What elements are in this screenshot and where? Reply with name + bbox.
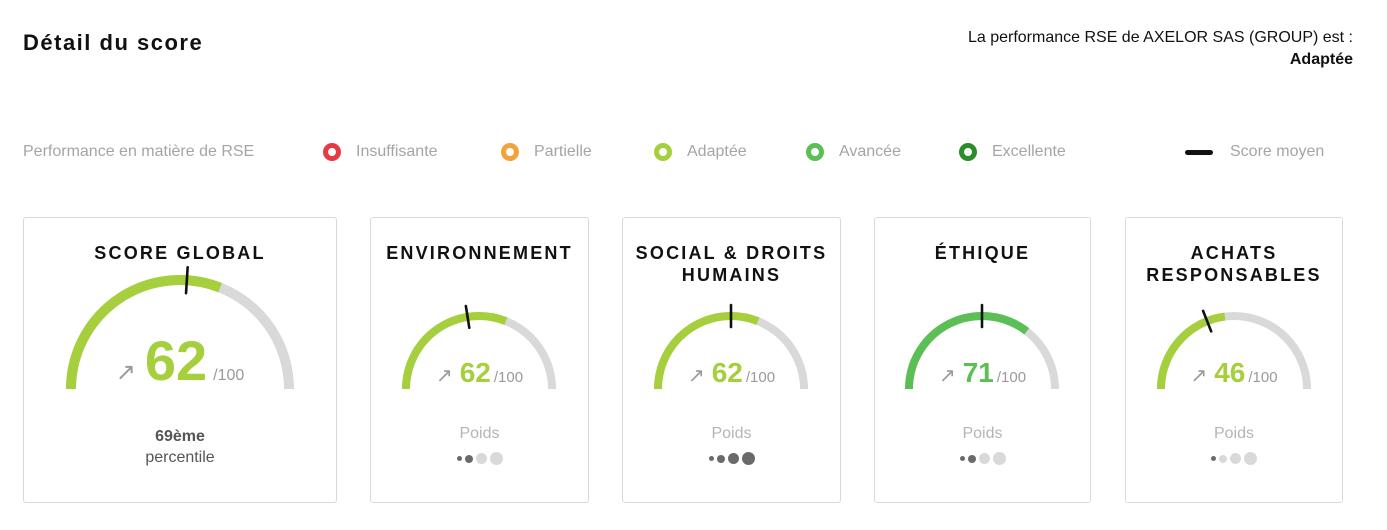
weight-label: Poids: [962, 425, 1003, 442]
light-green-ring-icon: [654, 143, 672, 161]
arrow-up-right-icon: ↗: [1190, 365, 1208, 387]
score-max: /100: [745, 369, 776, 386]
score-value: 62: [144, 329, 208, 392]
score-value: 46: [1214, 357, 1246, 388]
score-gauge: [66, 265, 294, 390]
card-ethique[interactable]: ÉTHIQUE ↗ 71 /100 Poids: [874, 217, 1091, 503]
legend-label: Adaptée: [687, 143, 747, 160]
arrow-up-right-icon: ↗: [938, 365, 956, 387]
performance-value: Adaptée: [1289, 51, 1353, 68]
performance-text: La performance RSE de AXELOR SAS (GROUP)…: [967, 29, 1353, 46]
legend-label: Insuffisante: [356, 143, 438, 160]
gauge-fill: [654, 312, 760, 390]
legend: Performance en matière de RSE Insuffisan…: [23, 141, 1333, 165]
weight-dot: [992, 452, 1006, 465]
orange-ring-icon: [501, 143, 519, 161]
score-max: /100: [213, 367, 245, 384]
weight-dot: [456, 456, 462, 461]
score-max: /100: [996, 369, 1027, 386]
legend-label: Avancée: [839, 143, 901, 160]
arrow-up-right-icon: ↗: [687, 365, 705, 387]
card-title: SOCIAL & DROITS HUMAINS: [635, 243, 828, 285]
score-row: ↗ 62 /100: [623, 357, 840, 389]
card-social-droits-humains[interactable]: SOCIAL & DROITS HUMAINS ↗ 62 /100 Poids: [622, 217, 841, 503]
card-title: ENVIRONNEMENT: [386, 243, 573, 263]
score-gauge: [1157, 309, 1311, 390]
percentile-label: percentile: [145, 449, 215, 466]
legend-item-avancee: Avancée: [806, 143, 901, 161]
score-gauge: [905, 303, 1059, 390]
arrow-up-right-icon: ↗: [115, 359, 136, 386]
score-value: 71: [962, 357, 994, 388]
score-gauge: [402, 304, 556, 390]
card-title: SCORE GLOBAL: [94, 243, 266, 263]
score-value: 62: [711, 357, 743, 388]
weight-dots: [1126, 452, 1342, 465]
weight-dot: [1219, 454, 1227, 463]
weight-dot: [741, 452, 755, 465]
legend-label: Excellente: [992, 143, 1066, 160]
score-max: /100: [493, 369, 524, 386]
percentile: 69ème percentile: [24, 426, 336, 468]
score-value: 62: [459, 357, 491, 388]
dark-green-ring-icon: [959, 143, 977, 161]
weight-label: Poids: [1213, 425, 1255, 442]
weight-dot: [959, 456, 965, 461]
weight-dot: [1244, 452, 1257, 465]
score-row: ↗ 46 /100: [1126, 357, 1342, 389]
legend-item-score-moyen: Score moyen: [1185, 143, 1324, 161]
weight-dot: [967, 454, 976, 463]
weight-dot: [716, 454, 725, 463]
average-marker-icon: [1185, 149, 1213, 155]
gauge-fill: [402, 312, 508, 390]
weight-dot: [727, 453, 739, 464]
average-score-marker: [184, 265, 189, 295]
legend-label: Partielle: [534, 143, 592, 160]
gauge-fill: [905, 312, 1030, 390]
legend-item-insuffisante: Insuffisante: [323, 143, 438, 161]
percentile-rank: 69ème: [155, 428, 205, 445]
card-score-global[interactable]: SCORE GLOBAL ↗ 62 /100 69ème percentile: [23, 217, 337, 503]
score-gauge: [654, 303, 808, 390]
arrow-up-right-icon: ↗: [435, 365, 453, 387]
green-ring-icon: [806, 143, 824, 161]
weight-dot: [1211, 456, 1216, 461]
gauge-fill: [1157, 312, 1226, 390]
weight-dots: [371, 452, 588, 465]
legend-item-partielle: Partielle: [501, 143, 592, 161]
legend-item-adaptee: Adaptée: [654, 143, 747, 161]
card-environnement[interactable]: ENVIRONNEMENT ↗ 62 /100 Poids: [370, 217, 589, 503]
performance-summary: La performance RSE de AXELOR SAS (GROUP)…: [968, 27, 1353, 71]
weight-dots: [875, 452, 1090, 465]
average-score-marker: [1201, 309, 1213, 333]
card-title: ÉTHIQUE: [934, 243, 1031, 263]
weight-dot: [708, 456, 714, 461]
score-row: ↗ 62 /100: [371, 357, 588, 389]
legend-title: Performance en matière de RSE: [23, 143, 255, 160]
page-title: Détail du score: [23, 30, 204, 55]
weight-dot: [978, 453, 990, 464]
score-row: ↗ 62 /100: [24, 328, 336, 393]
legend-item-excellente: Excellente: [959, 143, 1066, 161]
weight-label: Poids: [459, 425, 500, 442]
legend-label: Score moyen: [1230, 143, 1325, 160]
weight-label: Poids: [711, 425, 752, 442]
weight-dot: [475, 453, 487, 464]
weight-dot: [464, 454, 473, 463]
weight-dot: [489, 452, 503, 465]
gauge-fill: [66, 275, 222, 390]
average-score-marker: [464, 304, 471, 330]
card-achats-responsables[interactable]: ACHATS RESPONSABLES ↗ 46 /100 Poids: [1125, 217, 1343, 503]
red-ring-icon: [323, 143, 341, 161]
score-max: /100: [1248, 369, 1278, 386]
weight-dots: [623, 452, 840, 465]
weight-dot: [1230, 453, 1241, 464]
card-title: ACHATS RESPONSABLES: [1146, 243, 1322, 285]
score-row: ↗ 71 /100: [875, 357, 1090, 389]
